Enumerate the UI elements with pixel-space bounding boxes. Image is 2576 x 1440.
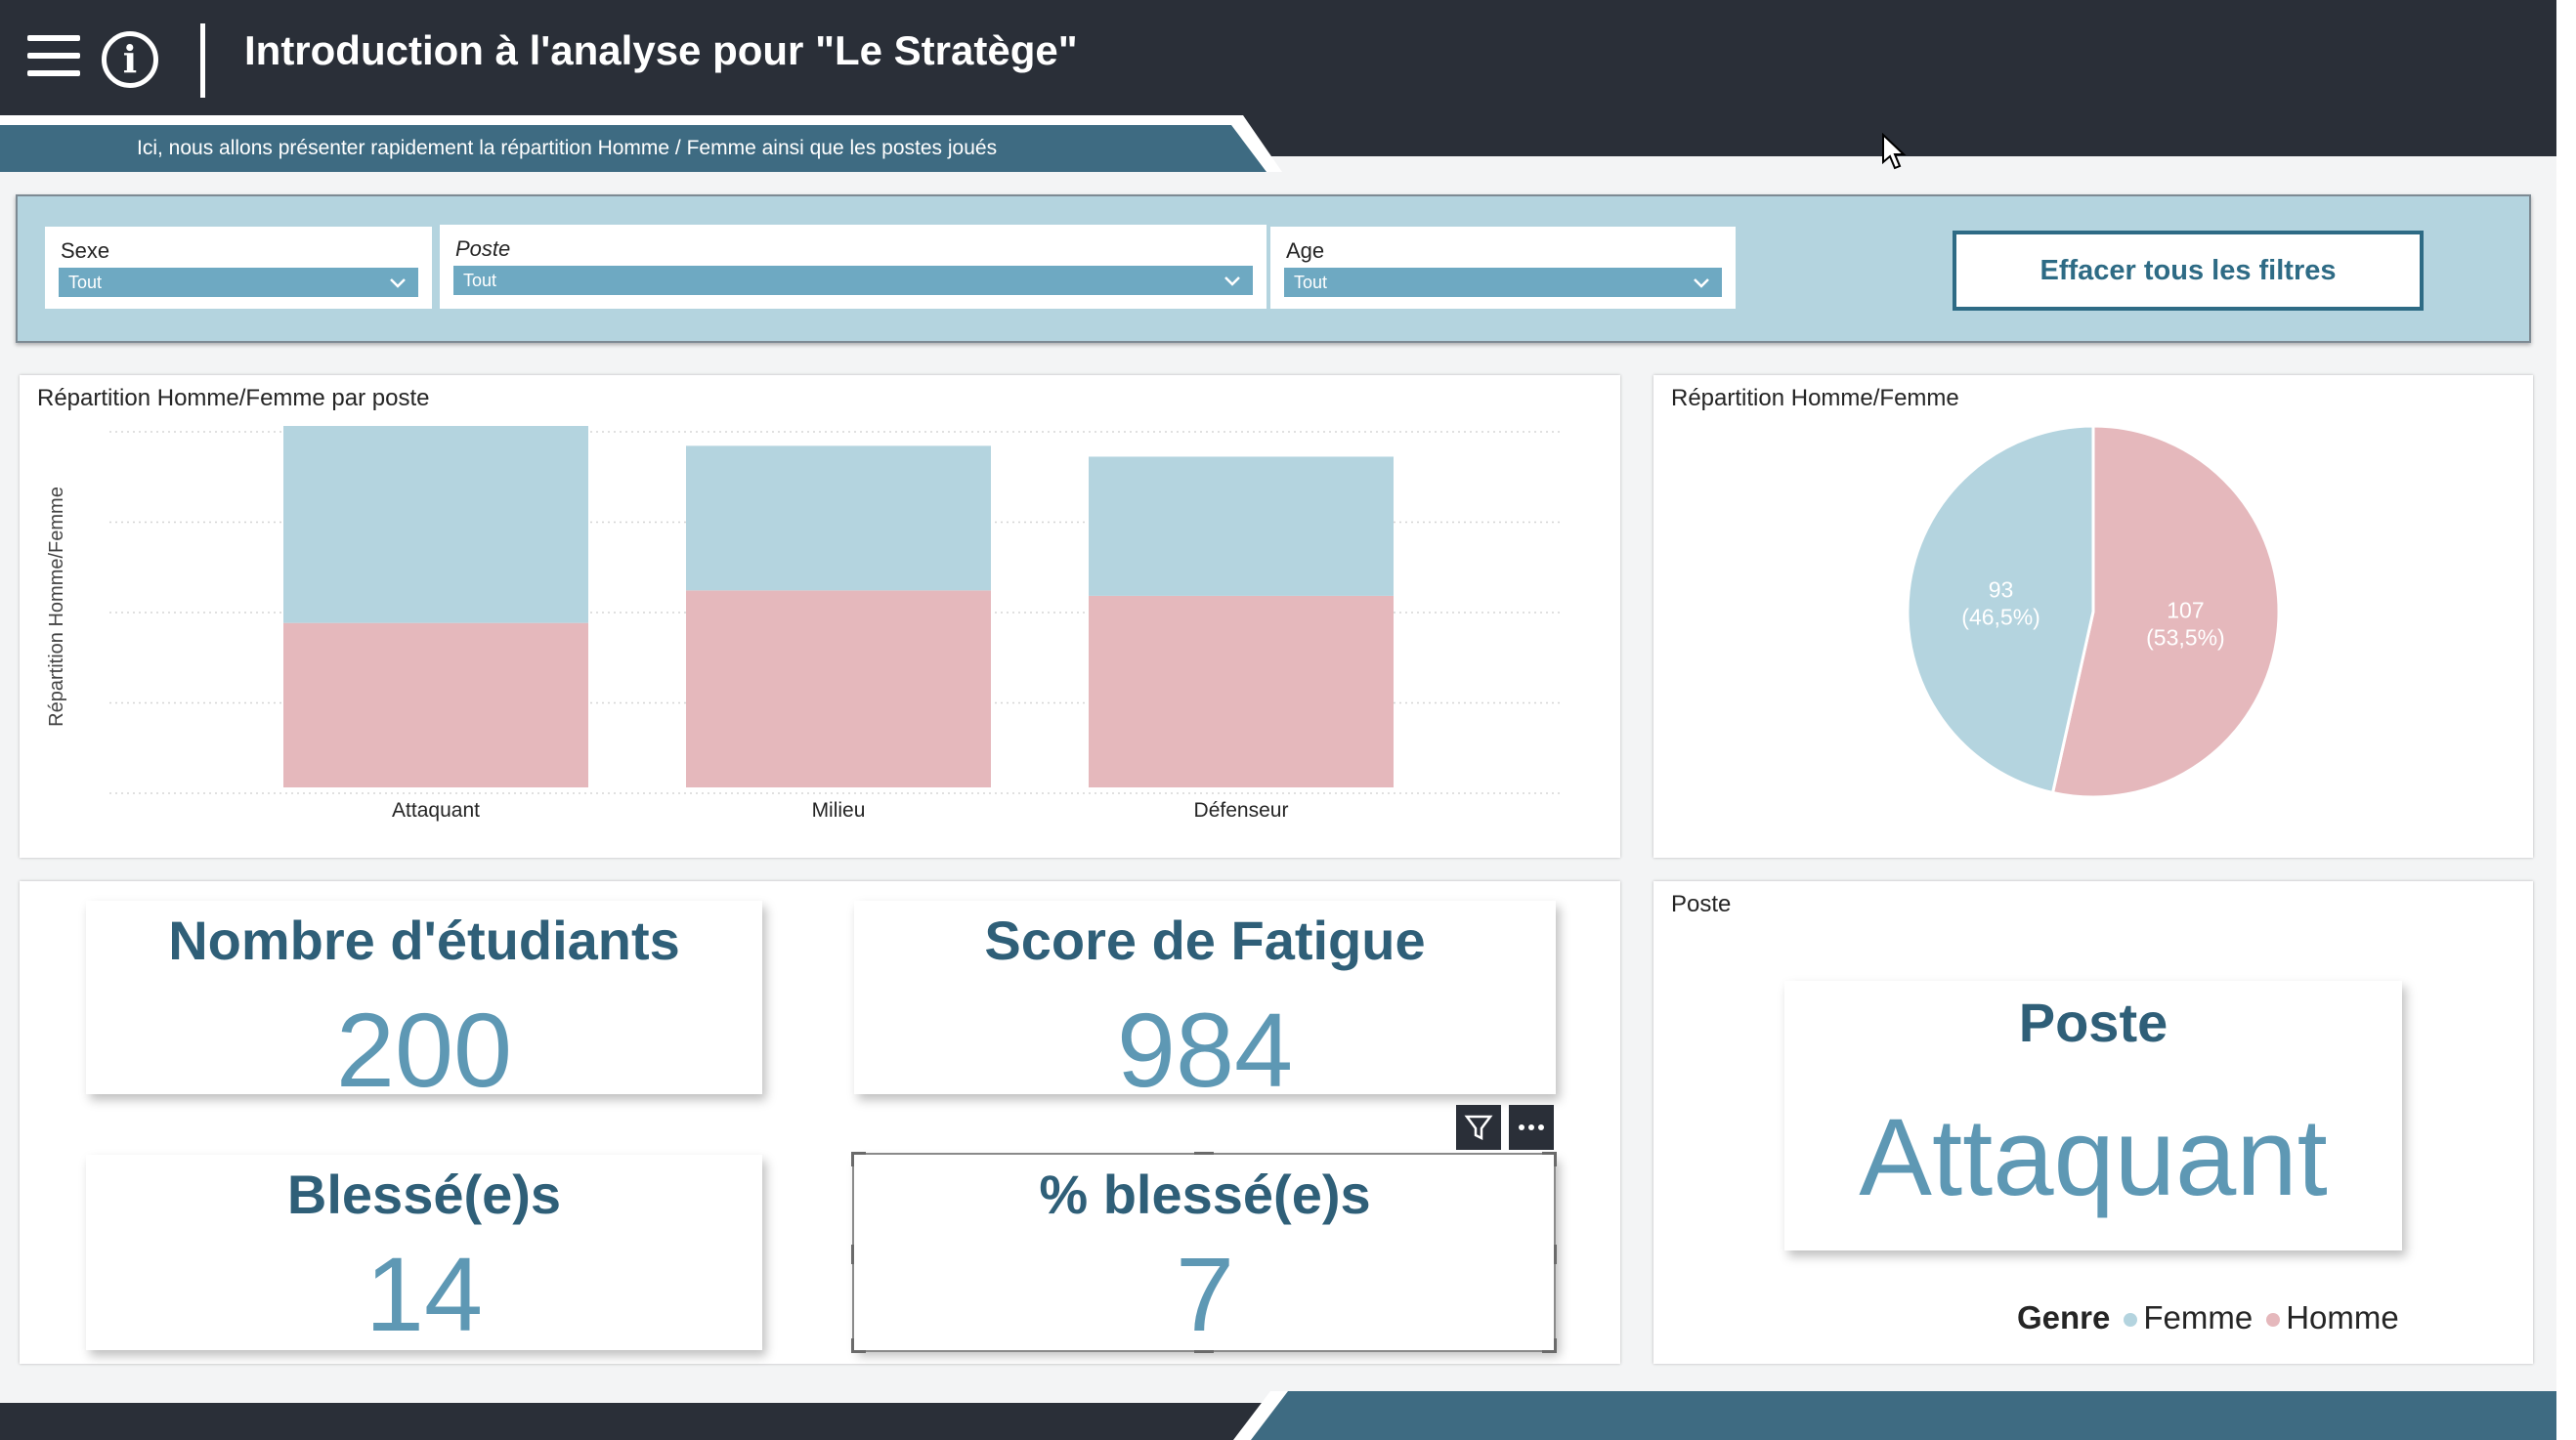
- x-tick-label: Défenseur: [1194, 799, 1289, 822]
- x-tick-label: Attaquant: [392, 799, 480, 822]
- mouse-cursor-icon: [1882, 133, 1907, 170]
- pie-chart-card[interactable]: Répartition Homme/Femme 107 (53,5%) 93 (46,…: [1653, 375, 2533, 858]
- bar-homme-1[interactable]: [686, 590, 991, 787]
- chevron-down-icon: [1694, 278, 1709, 288]
- more-options-icon[interactable]: [1509, 1105, 1554, 1150]
- right-edge-strip: [2556, 0, 2576, 1440]
- kpi-label: Poste: [2018, 992, 2168, 1053]
- bar-homme-2[interactable]: [1089, 595, 1394, 787]
- bar-femme-2[interactable]: [1089, 456, 1394, 596]
- pie-slice-femme[interactable]: [1906, 424, 2095, 795]
- sexe-label: Sexe: [61, 238, 110, 263]
- bar-femme-1[interactable]: [686, 445, 991, 591]
- pie-data-label: 107: [2167, 597, 2204, 622]
- kpi-label: Nombre d'étudiants: [168, 910, 680, 971]
- clear-filters-button[interactable]: Effacer tous les filtres: [1953, 231, 2424, 311]
- sexe-dropdown-value: Tout: [68, 273, 103, 292]
- chevron-down-icon: [390, 278, 406, 288]
- kpi-label: % blessé(e)s: [1039, 1164, 1371, 1225]
- kpi-value: 984: [1116, 991, 1294, 1109]
- bar-chart-title: Répartition Homme/Femme par poste: [37, 385, 430, 411]
- kpi-card-blesses[interactable]: Blessé(e)s 14: [86, 1155, 762, 1353]
- poste-card-title: Poste: [1671, 891, 1732, 917]
- filter-icon[interactable]: [1456, 1105, 1501, 1150]
- legend-item-femme[interactable]: Femme: [2143, 1299, 2254, 1335]
- kpi-value: 14: [365, 1235, 484, 1353]
- pie-slice-homme[interactable]: [2050, 424, 2281, 799]
- pie-data-label: 93: [1989, 577, 2014, 603]
- pie-chart: 107(53,5%) 93(46,5%): [1906, 424, 2281, 799]
- menu-icon[interactable]: [27, 35, 80, 82]
- kpi-card-pct-blesses[interactable]: % blessé(e)s 7: [854, 1155, 1556, 1353]
- kpi-label: Blessé(e)s: [286, 1164, 562, 1225]
- info-icon[interactable]: i: [102, 31, 158, 88]
- kpi-label: Score de Fatigue: [984, 910, 1426, 971]
- sexe-dropdown[interactable]: Tout: [59, 268, 418, 297]
- genre-legend: Genre Femme Homme: [2017, 1299, 2399, 1336]
- sexe-slicer: Sexe Tout: [45, 227, 432, 309]
- kpi-card-etudiants[interactable]: Nombre d'étudiants 200: [86, 901, 762, 1109]
- pie-data-label-pct: (53,5%): [2146, 624, 2225, 650]
- page-title: Introduction à l'analyse pour "Le Stratè…: [244, 27, 1078, 73]
- kpi-card-poste[interactable]: Poste Attaquant: [1784, 981, 2402, 1250]
- pie-chart-title: Répartition Homme/Femme: [1671, 385, 1959, 411]
- legend-dot-homme: [2266, 1313, 2281, 1328]
- x-tick-label: Milieu: [812, 799, 866, 822]
- poste-label: Poste: [455, 236, 511, 261]
- subtitle-banner: [0, 115, 1282, 172]
- chevron-down-icon: [1224, 276, 1240, 286]
- header-separator: [200, 23, 205, 98]
- legend-item-homme[interactable]: Homme: [2286, 1299, 2399, 1335]
- kpi-card-fatigue[interactable]: Score de Fatigue 984: [854, 901, 1556, 1109]
- kpi-value: 200: [335, 991, 513, 1109]
- legend-dot-femme: [2124, 1313, 2138, 1328]
- age-dropdown-value: Tout: [1294, 273, 1328, 292]
- bottom-bar: [0, 1391, 2556, 1440]
- kpi-value: Attaquant: [1859, 1096, 2328, 1218]
- bar-femme-0[interactable]: [283, 426, 588, 623]
- bar-homme-0[interactable]: [283, 622, 588, 787]
- bar-chart-card[interactable]: Répartition Homme/Femme par poste Répart…: [20, 375, 1620, 858]
- age-slicer: Age Tout: [1270, 227, 1736, 309]
- poste-dropdown-value: Tout: [463, 271, 497, 290]
- kpi-value: 7: [1175, 1235, 1235, 1353]
- y-axis-label: Répartition Homme/Femme: [46, 487, 67, 727]
- page-subtitle: Ici, nous allons présenter rapidement la…: [137, 137, 998, 159]
- pie-data-label-pct: (46,5%): [1961, 605, 2040, 630]
- poste-dropdown[interactable]: Tout: [453, 266, 1253, 295]
- age-dropdown[interactable]: Tout: [1284, 268, 1722, 297]
- age-label: Age: [1286, 238, 1325, 263]
- bar-chart: Répartition Homme/Femme Attaquant Milieu Dé…: [46, 426, 1564, 822]
- legend-title: Genre: [2017, 1299, 2111, 1335]
- poste-slicer: Poste Tout: [440, 225, 1267, 309]
